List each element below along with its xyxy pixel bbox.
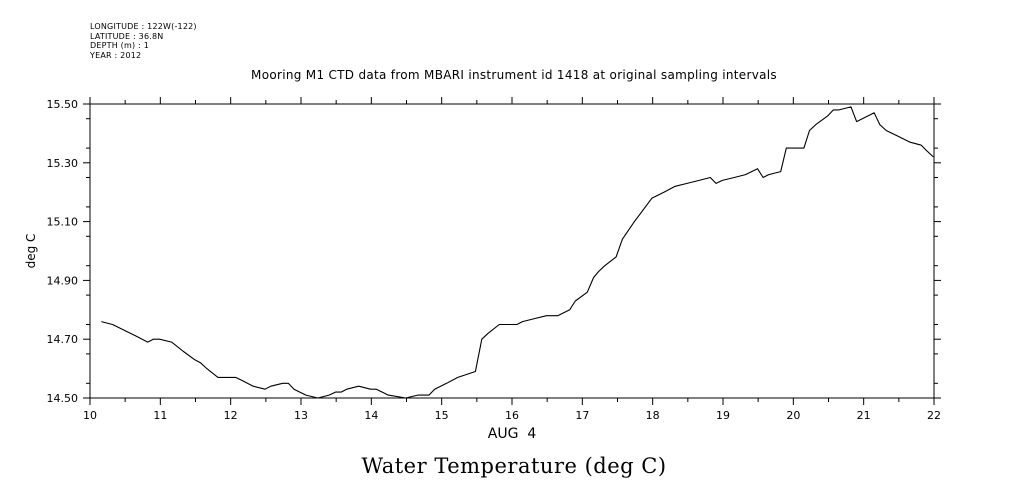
x-tick-label: 11 xyxy=(153,409,167,422)
x-tick-label: 20 xyxy=(786,409,800,422)
metadata-year: YEAR : 2012 xyxy=(90,50,142,60)
plot-frame xyxy=(89,103,935,399)
series-group xyxy=(101,106,934,399)
metadata-block: LONGITUDE : 122W(-122) LATITUDE : 36.8N … xyxy=(90,22,197,60)
y-tick-label: 14.90 xyxy=(47,274,79,287)
metadata-longitude: LONGITUDE : 122W(-122) xyxy=(90,22,197,31)
x-tick-label: 12 xyxy=(224,409,238,422)
x-tick-label: 16 xyxy=(505,409,519,422)
x-tick-label: 22 xyxy=(927,409,941,422)
bottom-title: Water Temperature (deg C) xyxy=(361,454,667,478)
x-tick-label: 17 xyxy=(575,409,589,422)
series-line xyxy=(101,106,934,399)
x-tick-label: 13 xyxy=(294,409,308,422)
y-axis-label: deg C xyxy=(24,234,38,269)
y-tick-label: 15.30 xyxy=(47,157,79,170)
metadata-depth: DEPTH (m) : 1 xyxy=(90,41,149,50)
metadata-latitude: LATITUDE : 36.8N xyxy=(90,31,164,41)
x-tick-label: 14 xyxy=(364,409,378,422)
x-tick-label: 15 xyxy=(435,409,449,422)
y-tick-label: 14.50 xyxy=(47,392,79,405)
x-tick-labels: 10 11 12 13 14 15 16 17 18 19 20 21 22 xyxy=(83,409,941,422)
y-tick-label: 15.50 xyxy=(47,98,79,111)
y-tick-label: 15.10 xyxy=(47,216,79,229)
x-axis-label: AUG 4 xyxy=(488,426,537,442)
y-tick-labels: 14.50 14.70 14.90 15.10 15.30 15.50 xyxy=(47,98,79,405)
plot-border xyxy=(89,103,935,399)
y-tick-label: 14.70 xyxy=(47,333,79,346)
axis-ticks xyxy=(83,97,941,405)
x-tick-label: 21 xyxy=(857,409,871,422)
chart-title: Mooring M1 CTD data from MBARI instrumen… xyxy=(251,68,777,82)
x-tick-label: 19 xyxy=(716,409,730,422)
x-tick-label: 10 xyxy=(83,409,97,422)
x-tick-label: 18 xyxy=(646,409,660,422)
